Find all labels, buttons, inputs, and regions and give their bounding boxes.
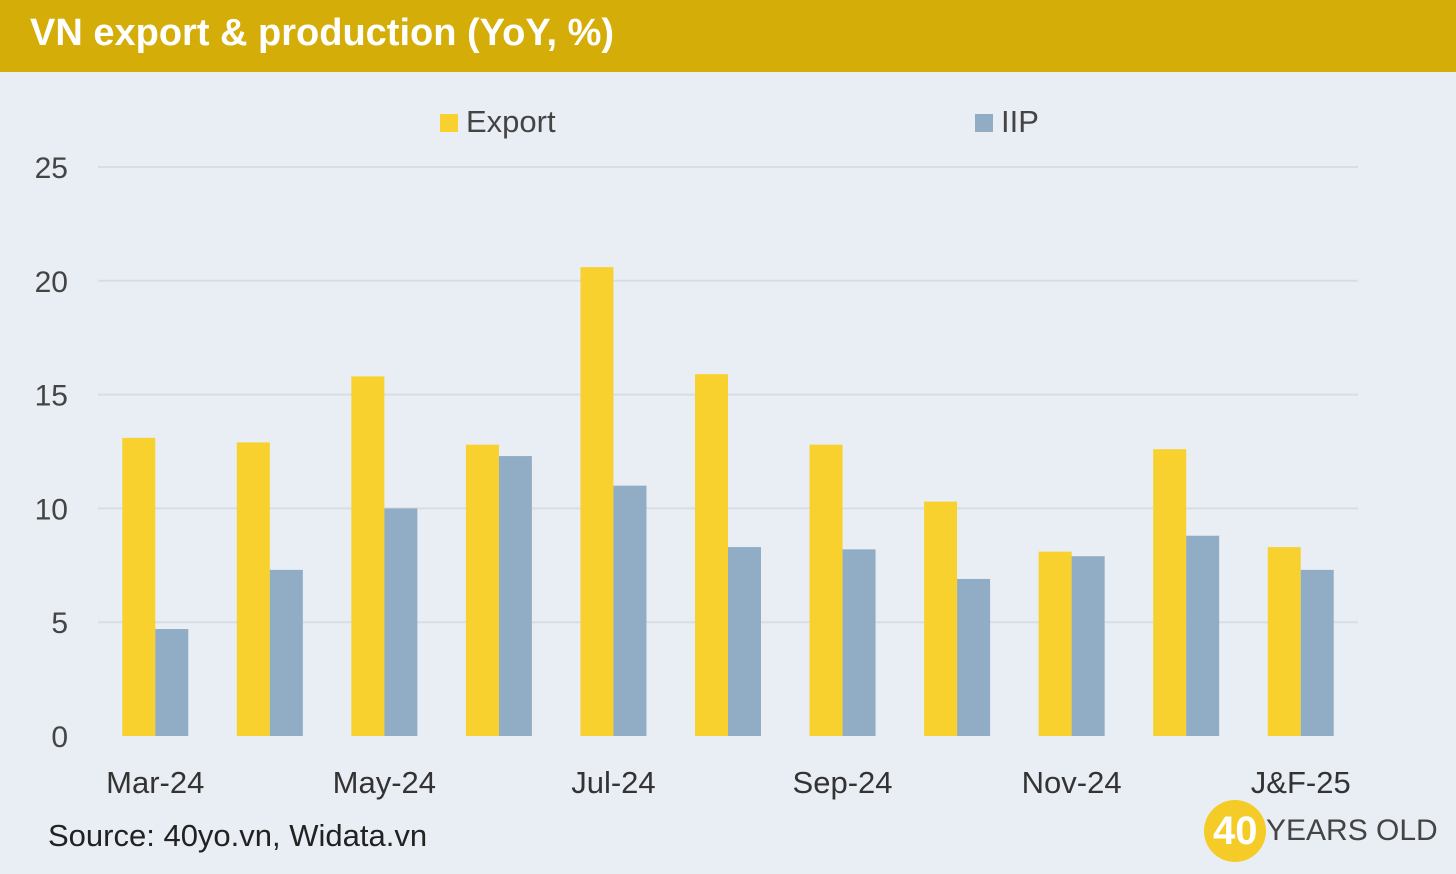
bar-iip <box>728 547 761 736</box>
brand-text: YEARS OLD <box>1266 814 1438 847</box>
bar-iip <box>957 578 991 736</box>
header-bar: VN export & production (YoY, %) <box>0 0 1456 72</box>
bar-iip <box>613 485 647 736</box>
legend-label-iip: IIP <box>1001 104 1039 139</box>
brand-number: 40 <box>1213 809 1258 853</box>
brand-logo: 40 YEARS OLD <box>1204 800 1444 862</box>
source-note: Source: 40yo.vn, Widata.vn <box>48 818 428 853</box>
bar-export <box>1038 551 1072 736</box>
x-tick-label: May-24 <box>333 765 436 800</box>
bar-iip <box>155 629 189 736</box>
y-tick-label: 10 <box>35 493 68 526</box>
legend-swatch-iip <box>975 114 993 132</box>
y-tick-label: 15 <box>35 380 68 413</box>
x-tick-label: J&F-25 <box>1251 765 1351 800</box>
x-tick-label: Jul-24 <box>571 765 655 800</box>
bar-iip <box>842 549 876 736</box>
bar-export <box>351 376 385 736</box>
y-tick-label: 20 <box>35 266 68 299</box>
legend-swatch-export <box>440 114 458 132</box>
bar-export <box>924 501 958 736</box>
legend-label-export: Export <box>466 104 556 139</box>
x-tick-label: Nov-24 <box>1022 765 1122 800</box>
bar-iip <box>384 508 418 736</box>
bar-export <box>809 444 843 736</box>
bar-iip <box>1300 569 1334 736</box>
y-tick-label: 0 <box>51 721 68 754</box>
bar-export <box>465 444 499 736</box>
bar-export <box>122 437 156 736</box>
bar-export <box>1153 449 1187 736</box>
bar-export <box>695 374 728 736</box>
bar-chart: 0 5 10 15 20 25 Mar-24 May-24 Jul-24 Sep-24 Nov-24… <box>35 104 1358 800</box>
bar-iip <box>269 569 303 736</box>
y-tick-label: 5 <box>51 607 68 640</box>
bar-iip <box>498 456 532 736</box>
chart-title: VN export & production (YoY, %) <box>30 12 615 54</box>
brand-circle <box>1204 800 1266 862</box>
bar-iip <box>1186 535 1220 736</box>
x-tick-label: Mar-24 <box>106 765 204 800</box>
bar-export <box>236 442 270 736</box>
bar-export <box>580 267 614 736</box>
y-tick-label: 25 <box>35 152 68 185</box>
bar-iip <box>1071 556 1105 736</box>
x-tick-label: Sep-24 <box>793 765 893 800</box>
bar-export <box>1267 547 1301 736</box>
